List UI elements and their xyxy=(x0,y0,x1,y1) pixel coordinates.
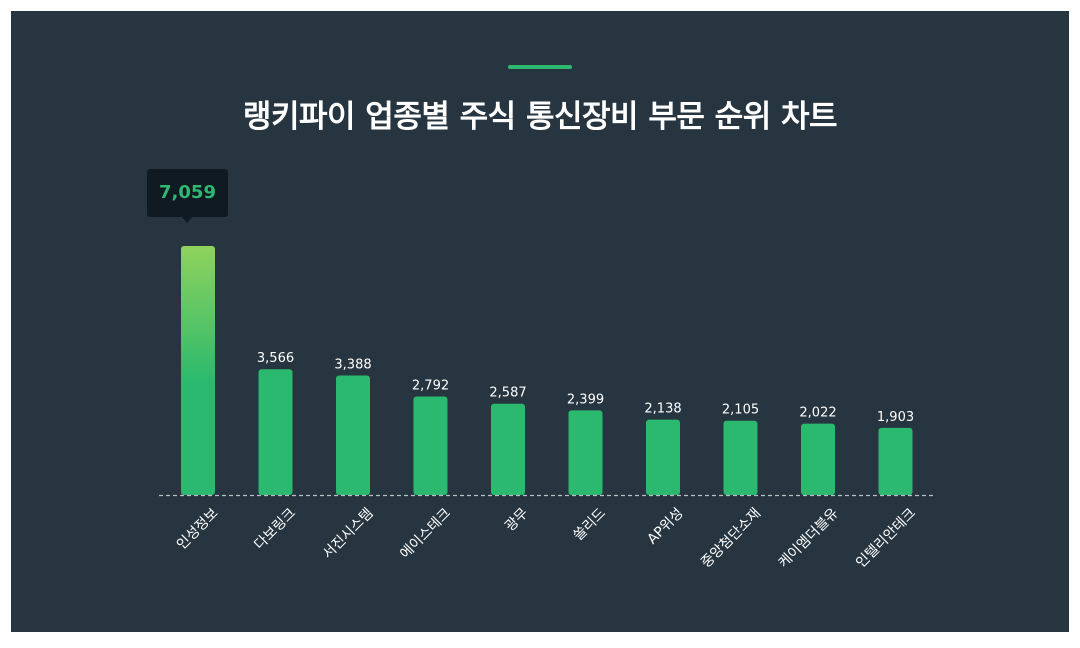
bar-3 xyxy=(336,375,370,495)
category-label-8: 중앙첨단소재 xyxy=(698,505,764,571)
bar-4 xyxy=(413,396,448,495)
value-label-6: 2,399 xyxy=(567,392,604,407)
category-label-5: 광무 xyxy=(502,505,532,535)
bar-6 xyxy=(568,410,603,495)
bar-9 xyxy=(801,423,835,495)
title-accent-line xyxy=(508,65,572,69)
bar-5 xyxy=(491,403,525,495)
value-label-8: 2,105 xyxy=(722,403,759,418)
value-label-5: 2,587 xyxy=(489,386,526,401)
category-label-2: 다보링크 xyxy=(251,505,299,553)
bar-1 xyxy=(181,246,215,495)
value-label-9: 2,022 xyxy=(799,406,836,421)
value-label-10: 1,903 xyxy=(877,410,914,425)
top-value-tooltip-text: 7,059 xyxy=(159,182,216,203)
top-value-tooltip: 7,059 xyxy=(147,169,228,223)
tooltip-arrow xyxy=(182,217,192,223)
bar-10 xyxy=(878,427,913,495)
chart-title: 랭키파이 업종별 주식 통신장비 부문 순위 차트 xyxy=(242,99,838,135)
value-label-2: 3,566 xyxy=(257,351,294,366)
category-label-6: 쏠리드 xyxy=(570,505,609,544)
value-label-3: 3,388 xyxy=(334,357,371,372)
category-label-7: AP위성 xyxy=(644,505,686,547)
category-label-4: 에이스테크 xyxy=(397,505,454,562)
category-label-3: 서진시스템 xyxy=(320,505,377,562)
bar-7 xyxy=(646,419,680,495)
bar-8 xyxy=(723,420,758,495)
value-label-4: 2,792 xyxy=(412,379,449,394)
bar-2 xyxy=(258,369,293,495)
category-label-1: 인성정보 xyxy=(174,505,222,553)
category-label-9: 케이엠더블유 xyxy=(776,505,842,571)
category-label-10: 인텔리안테크 xyxy=(853,505,919,571)
value-label-7: 2,138 xyxy=(644,402,681,417)
